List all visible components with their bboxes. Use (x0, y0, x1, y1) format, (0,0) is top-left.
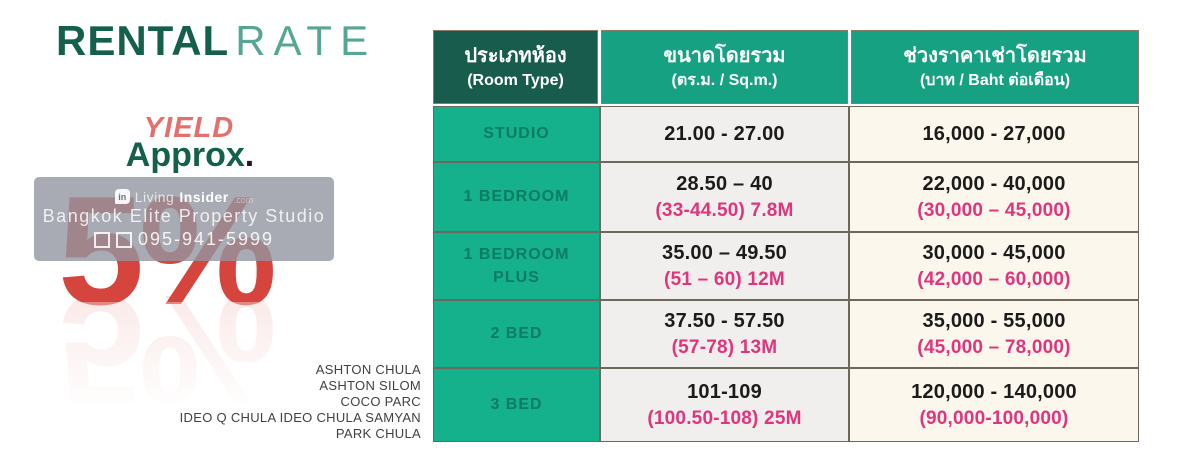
cell-price: 16,000 - 27,000 (850, 107, 1138, 161)
yield-label: YIELD (143, 112, 235, 144)
cell-price: 22,000 - 40,000 (30,000 – 45,000) (850, 163, 1138, 231)
cell-room-type: 1 BEDROOM (434, 163, 599, 231)
size-main: 28.50 – 40 (676, 172, 773, 195)
size-main: 21.00 - 27.00 (664, 122, 785, 145)
cell-room-type: 1 BEDROOM PLUS (434, 233, 599, 299)
project-item: IDEO Q CHULA IDEO CHULA SAMYAN (179, 410, 421, 425)
header-english: (บาท / Baht ต่อเดือน) (919, 71, 1071, 89)
watermark-phone-line: 095-941-5999 (93, 229, 275, 250)
brand-living: Living (134, 188, 175, 205)
reflection-fade (20, 302, 380, 454)
price-main: 16,000 - 27,000 (922, 122, 1066, 145)
cell-price: 35,000 - 55,000 (45,000 – 78,000) (850, 301, 1138, 367)
cell-room-type: 2 BED (434, 301, 599, 367)
cell-room-type: STUDIO (434, 107, 599, 161)
cell-price: 120,000 - 140,000 (90,000-100,000) (850, 369, 1138, 441)
size-sub: (100.50-108) 25M (647, 407, 802, 429)
header-thai: ขนาดโดยรวม (663, 44, 786, 67)
price-sub: (42,000 – 60,000) (917, 268, 1071, 290)
column-header-price: ช่วงราคาเช่าโดยรวม (บาท / Baht ต่อเดือน) (851, 30, 1139, 104)
cell-size: 101-109 (100.50-108) 25M (601, 369, 848, 441)
cell-size: 35.00 – 49.50 (51 – 60) 12M (601, 233, 848, 299)
price-main: 22,000 - 40,000 (922, 172, 1066, 195)
price-main: 120,000 - 140,000 (911, 380, 1077, 403)
cell-size: 21.00 - 27.00 (601, 107, 848, 161)
living-insider-logo-icon: in (114, 189, 130, 204)
rental-rate-table: ประเภทห้อง (Room Type) ขนาดโดยรวม (ตร.ม.… (433, 30, 1139, 442)
size-main: 35.00 – 49.50 (662, 241, 787, 264)
approx-label: Approx. (95, 136, 285, 175)
title-rental: RENTAL (56, 17, 230, 64)
column-header-size: ขนาดโดยรวม (ตร.ม. / Sq.m.) (601, 30, 848, 104)
watermark-phone-number: 095-941-5999 (137, 229, 275, 249)
cell-price: 30,000 - 45,000 (42,000 – 60,000) (850, 233, 1138, 299)
project-item: ASHTON CHULA (315, 362, 421, 377)
price-main: 30,000 - 45,000 (922, 241, 1066, 264)
header-thai: ช่วงราคาเช่าโดยรวม (903, 44, 1087, 67)
brand-insider: Insider (179, 188, 229, 205)
square-icon (115, 231, 132, 248)
size-sub: (33-44.50) 7.8M (655, 199, 794, 221)
brand-tld: .com (233, 195, 254, 205)
column-header-room-type: ประเภทห้อง (Room Type) (433, 30, 598, 104)
price-sub: (45,000 – 78,000) (917, 336, 1071, 358)
project-item: COCO PARC (340, 394, 421, 409)
size-main: 37.50 - 57.50 (664, 309, 785, 332)
header-thai: ประเภทห้อง (464, 44, 567, 67)
price-main: 35,000 - 55,000 (922, 309, 1066, 332)
watermark-banner: in Living Insider .com Bangkok Elite Pro… (34, 177, 334, 261)
price-sub: (30,000 – 45,000) (917, 199, 1071, 221)
cell-size: 28.50 – 40 (33-44.50) 7.8M (601, 163, 848, 231)
project-list: ASHTON CHULA ASHTON SILOM COCO PARC IDEO… (180, 362, 421, 442)
page-title: RENTAL RATE (56, 20, 376, 62)
project-item: ASHTON SILOM (319, 378, 421, 393)
size-sub: (51 – 60) 12M (664, 268, 785, 290)
table-body: STUDIO 21.00 - 27.00 16,000 - 27,000 1 B… (433, 106, 1139, 442)
approx-word: Approx (125, 136, 245, 174)
size-main: 101-109 (687, 380, 762, 403)
watermark-brand-line: in Living Insider .com (114, 188, 254, 205)
price-sub: (90,000-100,000) (919, 407, 1069, 429)
square-icon (93, 231, 110, 248)
table-header-row: ประเภทห้อง (Room Type) ขนาดโดยรวม (ตร.ม.… (433, 30, 1139, 104)
header-english: (ตร.ม. / Sq.m.) (671, 71, 778, 89)
title-rate: RATE (235, 17, 377, 64)
cell-size: 37.50 - 57.50 (57-78) 13M (601, 301, 848, 367)
watermark-studio-name: Bangkok Elite Property Studio (42, 206, 326, 226)
cell-room-type: 3 BED (434, 369, 599, 441)
approx-period: . (244, 136, 255, 174)
logo-glyph: in (118, 191, 127, 202)
header-english: (Room Type) (467, 71, 564, 89)
project-item: PARK CHULA (335, 426, 421, 441)
size-sub: (57-78) 13M (671, 336, 778, 358)
